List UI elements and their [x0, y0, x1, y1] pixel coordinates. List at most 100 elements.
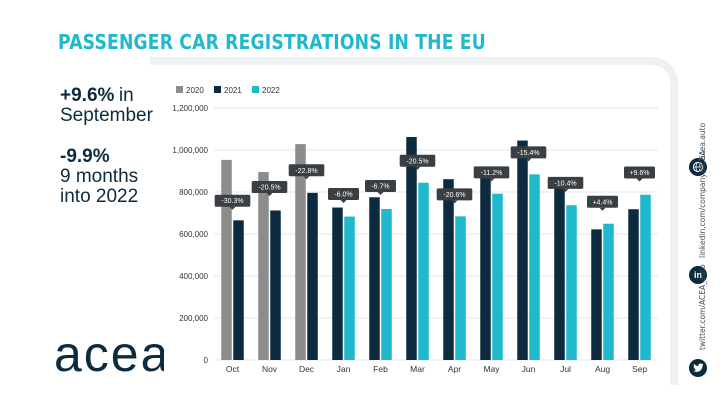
- x-tick-label: Jun: [522, 364, 536, 374]
- change-label: -6.7%: [371, 184, 389, 191]
- y-tick-label: 800,000: [179, 188, 208, 197]
- kpi-ytd: -9.9% 9 months into 2022: [60, 147, 138, 207]
- legend-label: 2020: [186, 86, 204, 95]
- y-tick-label: 1,200,000: [172, 104, 208, 113]
- x-tick-label: Oct: [226, 364, 240, 374]
- kpi-september-suffix: in: [118, 85, 134, 106]
- change-label: +9.6%: [629, 170, 649, 177]
- change-callout-box: [399, 154, 436, 167]
- change-callout-box: [214, 194, 251, 207]
- bar: [566, 205, 577, 360]
- bar: [381, 209, 392, 360]
- bar: [640, 194, 651, 360]
- bar: [332, 207, 343, 360]
- x-tick-label: Mar: [410, 364, 425, 374]
- change-callout-box: [251, 181, 288, 194]
- change-callout-box: [547, 176, 584, 189]
- bar: [418, 182, 429, 360]
- legend-swatch: [214, 86, 221, 93]
- x-tick-label: Jul: [560, 364, 571, 374]
- globe-icon[interactable]: [689, 158, 707, 176]
- change-callout-box: [288, 164, 325, 177]
- y-tick-label: 400,000: [179, 272, 208, 281]
- kpi-ytd-line2: 9 months: [60, 165, 139, 187]
- change-label: -20.6%: [443, 192, 465, 199]
- page-title: PASSENGER CAR REGISTRATIONS IN THE EU: [58, 30, 486, 54]
- change-label: -10.4%: [554, 180, 576, 187]
- change-callout-pointer: [451, 200, 458, 204]
- panel-frame: [150, 57, 678, 385]
- kpi-ytd-value: -9.9%: [60, 146, 110, 167]
- legend-label: 2021: [224, 86, 242, 95]
- bar: [295, 144, 306, 360]
- change-callout-pointer: [562, 188, 569, 192]
- bar: [270, 210, 281, 360]
- bar: [492, 193, 503, 360]
- bar: [529, 174, 540, 360]
- x-tick-label: Apr: [448, 364, 461, 374]
- bar: [517, 140, 528, 360]
- change-callout-pointer: [599, 207, 606, 211]
- change-label: -6.0%: [334, 191, 352, 198]
- change-callout-box: [473, 166, 510, 179]
- change-callout-box: [328, 187, 359, 200]
- bar: [443, 179, 454, 360]
- bar: [591, 229, 602, 360]
- bar: [258, 172, 269, 360]
- legend-label: 2022: [262, 86, 280, 95]
- acea-logo: acea: [54, 331, 164, 379]
- bar: [233, 220, 244, 360]
- change-label: -20.5%: [258, 185, 280, 192]
- change-label: -11.2%: [481, 170, 503, 177]
- acea-logo-text: acea: [54, 331, 164, 379]
- change-callout-box: [436, 188, 473, 201]
- change-callout-pointer: [636, 178, 643, 182]
- change-callout-pointer: [377, 192, 384, 195]
- kpi-september-value: +9.6%: [60, 85, 115, 106]
- bar: [480, 173, 491, 360]
- change-callout-pointer: [266, 193, 273, 197]
- x-tick-label: Nov: [262, 364, 278, 374]
- kpi-september-text: September: [60, 104, 153, 126]
- change-callout-box: [510, 146, 547, 159]
- change-callout-pointer: [229, 206, 236, 210]
- change-label: -22.8%: [295, 168, 317, 175]
- change-label: -20.5%: [406, 158, 428, 165]
- bar: [221, 159, 232, 360]
- change-label: +4.4%: [592, 199, 612, 206]
- bar: [406, 136, 417, 360]
- y-tick-label: 600,000: [179, 230, 208, 239]
- change-callout-pointer: [414, 166, 421, 170]
- y-tick-label: 0: [204, 356, 209, 365]
- change-callout-pointer: [340, 199, 347, 203]
- x-tick-label: Feb: [373, 364, 388, 374]
- change-callout-box: [365, 180, 396, 192]
- kpi-september: +9.6% in September: [60, 86, 153, 126]
- legend-swatch: [176, 86, 183, 93]
- twitter-icon[interactable]: [689, 359, 707, 377]
- x-tick-label: Dec: [299, 364, 315, 374]
- legend-swatch: [252, 86, 259, 93]
- y-tick-label: 200,000: [179, 314, 208, 323]
- change-callout-box: [624, 166, 655, 179]
- x-tick-label: Aug: [595, 364, 610, 374]
- bar: [369, 197, 380, 360]
- bar: [603, 223, 614, 360]
- y-tick-label: 1,000,000: [172, 146, 208, 155]
- bar: [554, 187, 565, 360]
- kpi-ytd-line3: into 2022: [60, 185, 139, 207]
- bar: [628, 209, 639, 360]
- x-tick-label: Jan: [337, 364, 351, 374]
- change-label: -15.4%: [517, 150, 539, 157]
- bar: [344, 216, 355, 360]
- x-tick-label: May: [483, 364, 500, 374]
- change-callout-box: [587, 195, 618, 208]
- change-callout-pointer: [303, 176, 310, 180]
- linkedin-icon[interactable]: in: [689, 266, 707, 284]
- bar: [455, 216, 466, 360]
- change-label: -30.3%: [221, 198, 243, 205]
- bar: [307, 192, 318, 360]
- change-callout-pointer: [525, 158, 532, 162]
- x-tick-label: Sep: [632, 364, 647, 374]
